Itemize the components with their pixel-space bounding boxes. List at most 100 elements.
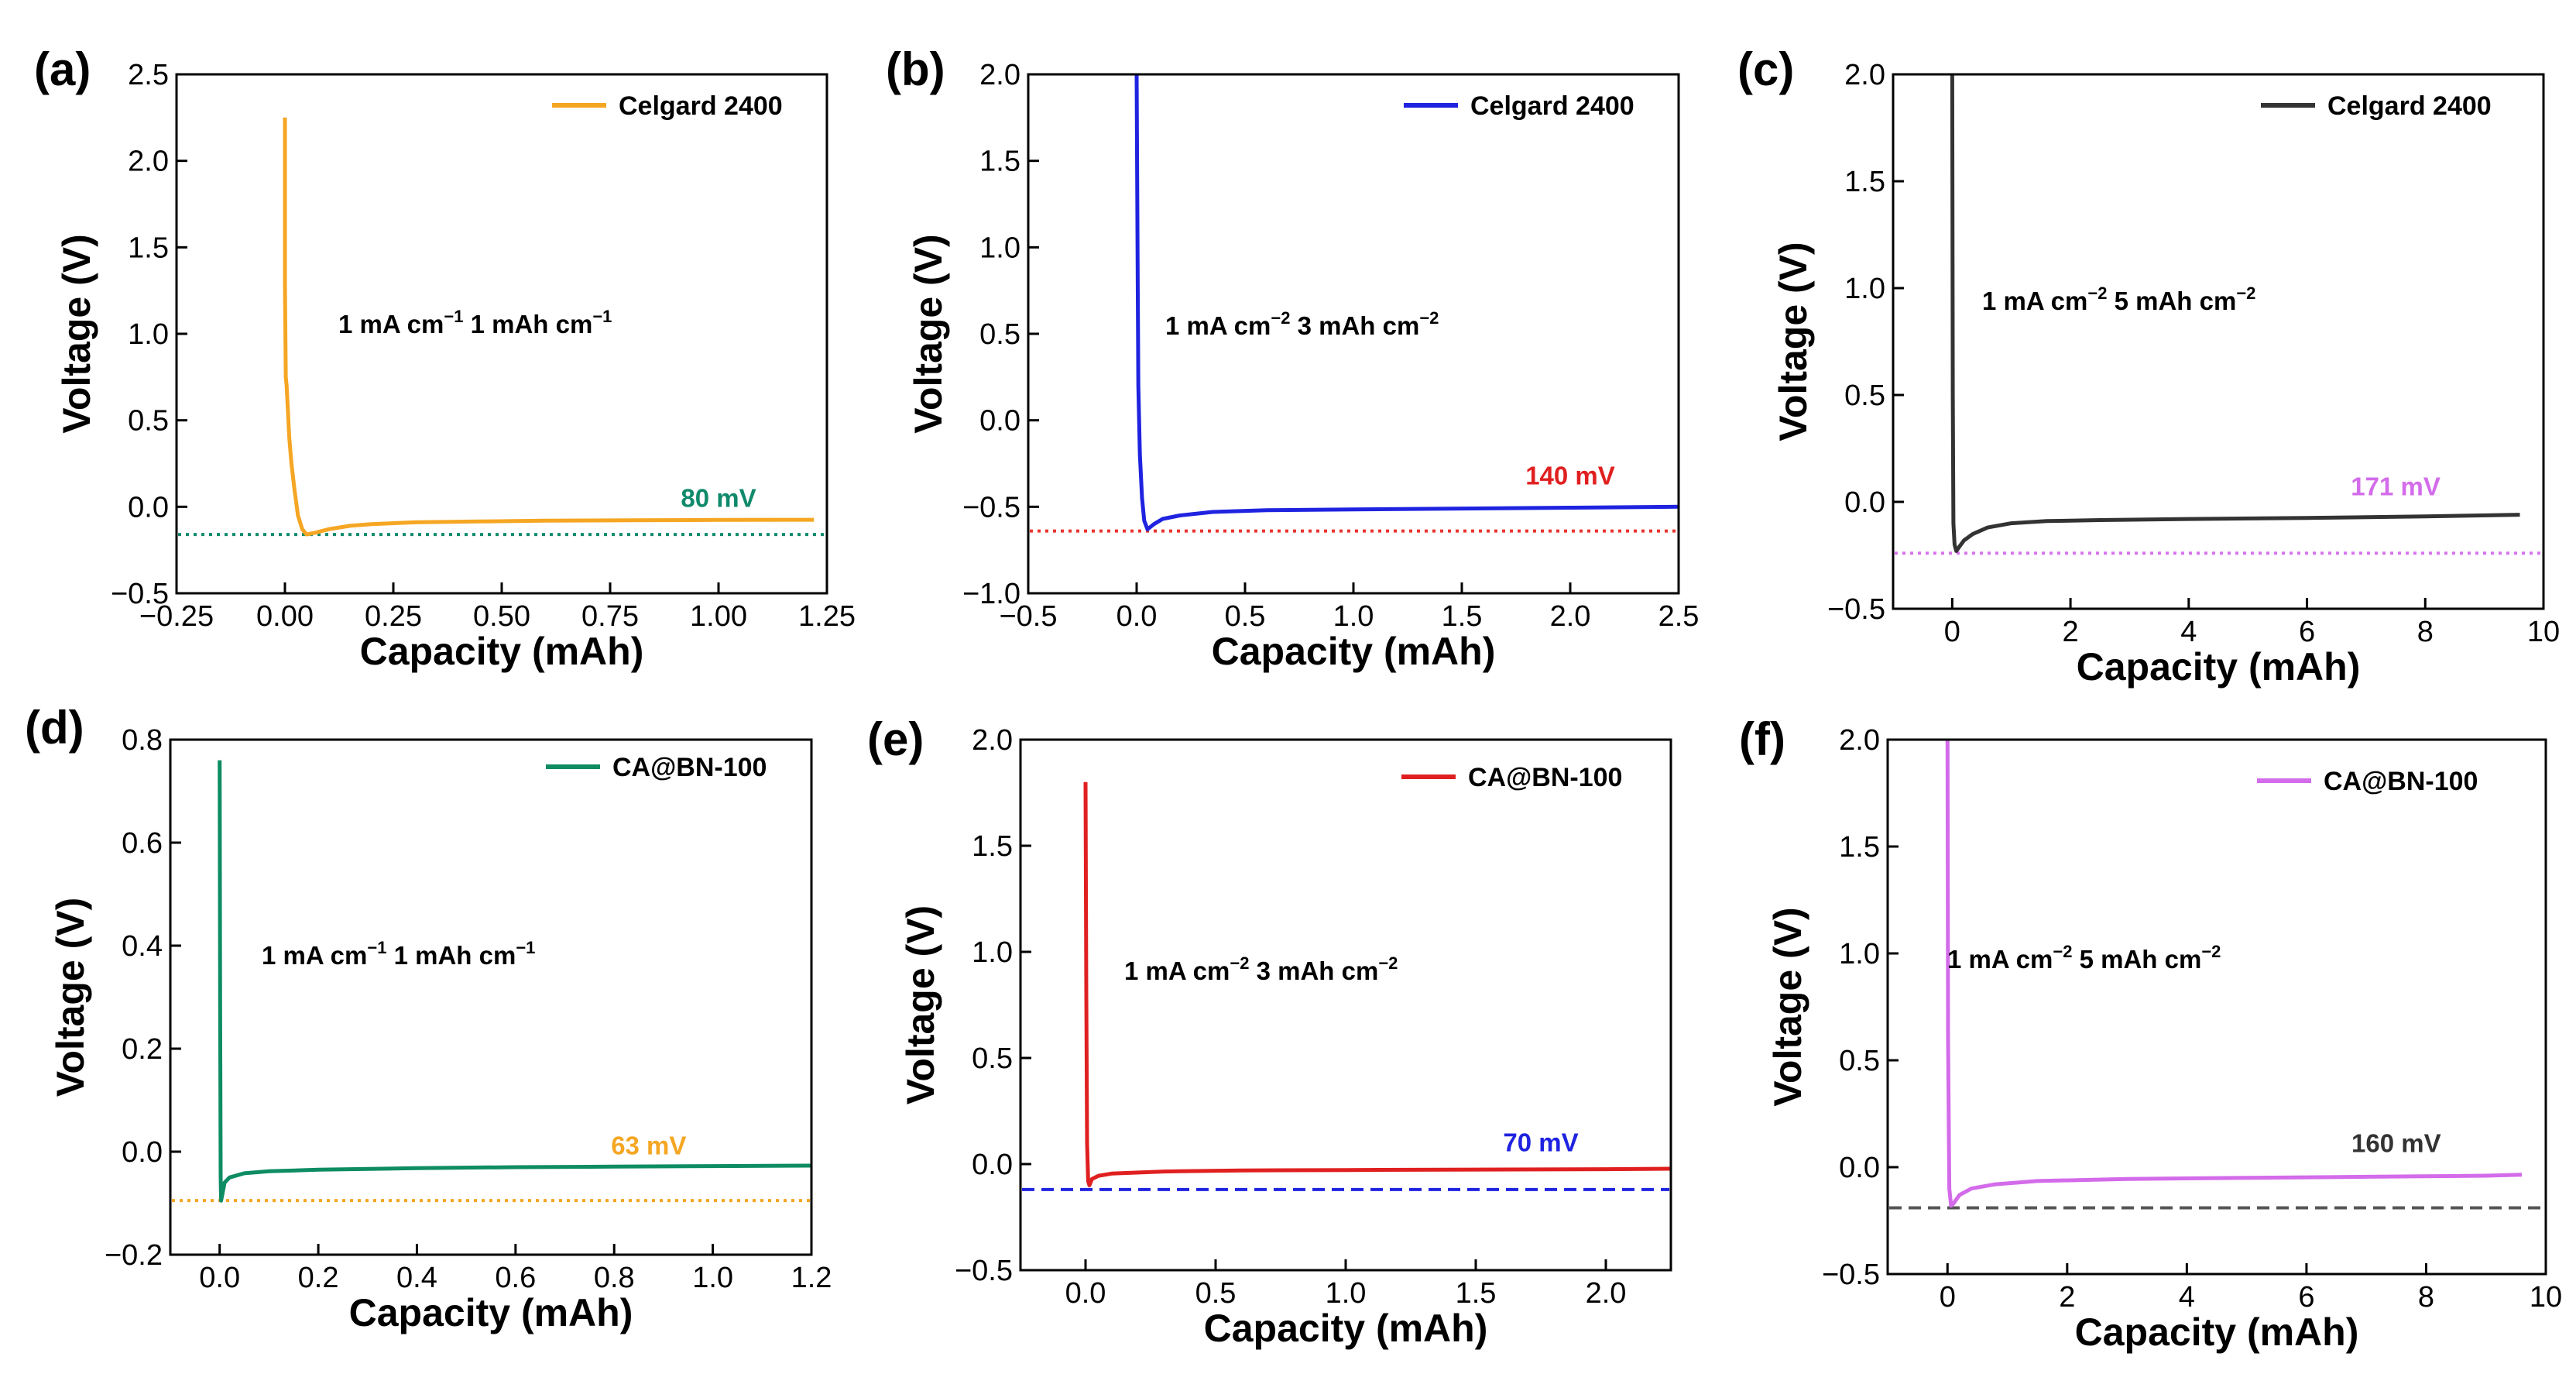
legend-label: CA@BN-100	[1468, 763, 1622, 792]
x-tick-label: 8	[2418, 1281, 2434, 1314]
condition-text: 1 mAh cm	[394, 941, 516, 970]
condition-exponent: −2	[1230, 953, 1249, 973]
y-tick-label: 2.0	[1844, 59, 1885, 91]
y-tick-label: 1.5	[1844, 166, 1885, 198]
y-axis-title: Voltage (V)	[899, 905, 942, 1104]
overpotential-label: 140 mV	[1525, 461, 1615, 489]
condition-text: 3 mAh cm	[1298, 311, 1420, 340]
y-tick-label: 2.0	[979, 59, 1020, 91]
condition-text: 1 mA cm	[338, 310, 444, 338]
condition-exponent: −2	[1378, 953, 1398, 973]
x-tick-label: 1.0	[1326, 1277, 1367, 1310]
panel-b: (b)−0.5 0.0 0.5 1.0 1.5 2.0 2.5−1.0−0.50.00.51…	[886, 43, 1699, 673]
x-tick-label: 4	[2180, 616, 2197, 648]
legend-label: Celgard 2400	[1470, 91, 1634, 121]
x-tick-label: 1.5	[1442, 600, 1483, 633]
y-tick-label: 0.0	[979, 405, 1020, 438]
y-tick-label: 1.0	[979, 232, 1020, 264]
overpotential-label: 63 mV	[611, 1131, 686, 1159]
overpotential-label: 80 mV	[681, 483, 756, 512]
y-tick-label: 0.5	[128, 405, 169, 438]
x-axis-title: Capacity (mAh)	[2075, 1310, 2359, 1354]
panel-letter: (b)	[886, 43, 945, 95]
x-axis-title: Capacity (mAh)	[1204, 1307, 1488, 1350]
plot-frame	[1886, 738, 2547, 1276]
x-tick-label: 6	[2299, 616, 2315, 648]
x-tick-label: 6	[2298, 1281, 2314, 1314]
x-tick-label: 0.0	[1116, 600, 1158, 633]
overpotential-label: 160 mV	[2351, 1129, 2441, 1158]
panel-f: (f) 0 2 4 6 8 10 −0.5 0.0 0.5 1.0 1.5 2.0 Capacity (m…	[1739, 713, 2562, 1354]
y-tick-label: 0.6	[122, 827, 163, 860]
x-tick-label: 0.5	[1195, 1277, 1237, 1310]
x-tick-label: 2.0	[1586, 1277, 1627, 1310]
y-tick-label: 1.0	[1844, 273, 1885, 305]
panel-d: (d) 0.0 0.2 0.4 0.6 0.8 1.0 1.2 −0.2 0.0 0.2 0.4 0.6…	[25, 702, 832, 1334]
x-tick-label: 0.5	[1225, 600, 1266, 633]
y-tick-label: 0.4	[122, 930, 163, 963]
y-tick-label: 0.8	[122, 724, 163, 757]
panel-letter: (d)	[25, 702, 84, 754]
condition-exponent: −1	[516, 938, 535, 957]
x-tick-label: 0	[1940, 1281, 1956, 1314]
condition-annotation: 1 mA cm−2 5 mAh cm−2	[1982, 283, 2255, 315]
x-tick-label: 8	[2417, 616, 2434, 648]
panel-e: (e) 0.0 0.5 1.0 1.5 2.0 −0.5 0.0 0.5 1.0 1.5 2.0 Cap…	[867, 713, 1672, 1350]
y-tick-label: 0.0	[128, 491, 169, 524]
x-axis-title: Capacity (mAh)	[1212, 630, 1496, 673]
y-tick-label: 0.5	[979, 318, 1020, 351]
x-tick-label: 1.0	[692, 1262, 733, 1294]
y-axis-title: Voltage (V)	[55, 234, 98, 433]
overpotential-label: 171 mV	[2351, 472, 2441, 501]
y-tick-label: −0.2	[105, 1239, 163, 1272]
y-tick-label: 1.0	[972, 936, 1013, 969]
panel-letter: (f)	[1739, 713, 1785, 765]
x-tick-label: 0.4	[396, 1262, 437, 1294]
condition-text: 1 mAh cm	[471, 310, 593, 338]
y-tick-label: 1.0	[1839, 938, 1880, 970]
series-line	[1134, 74, 1679, 531]
x-tick-label: 1.5	[1456, 1277, 1497, 1310]
y-axis-title: Voltage (V)	[1766, 907, 1809, 1106]
y-tick-label: 2.0	[1839, 724, 1880, 757]
y-tick-label: −0.5	[955, 1255, 1013, 1287]
x-axis-title: Capacity (mAh)	[2077, 645, 2361, 689]
overpotential-label: 70 mV	[1503, 1128, 1578, 1157]
y-tick-label: 0.5	[972, 1042, 1013, 1075]
x-tick-label: 1.00	[690, 600, 747, 633]
condition-text: 1 mA cm	[1947, 945, 2053, 974]
x-tick-label: 0	[1944, 616, 1960, 648]
x-tick-label: 2	[2063, 616, 2079, 648]
y-tick-label: 0.0	[1839, 1152, 1880, 1184]
legend-label: Celgard 2400	[2327, 91, 2492, 121]
condition-annotation: 1 mA cm−1 1 mAh cm−1	[338, 307, 612, 338]
y-tick-label: −0.5	[1827, 593, 1885, 626]
condition-exponent: −2	[2053, 942, 2072, 961]
x-tick-label: 1.25	[798, 600, 856, 633]
y-tick-label: 1.0	[128, 318, 169, 351]
legend-label: Celgard 2400	[619, 91, 783, 121]
x-tick-label: −0.5	[999, 600, 1057, 633]
condition-exponent: −1	[592, 307, 612, 326]
y-tick-label: 1.5	[979, 146, 1020, 178]
condition-text: 1 mA cm	[1165, 311, 1271, 340]
condition-text: 1 mA cm	[262, 941, 367, 970]
plot-frame	[169, 738, 813, 1256]
x-tick-label: 2.0	[1550, 600, 1591, 633]
x-tick-label: 0.6	[495, 1262, 536, 1294]
y-tick-label: 0.2	[122, 1033, 163, 1066]
condition-exponent: −2	[2236, 283, 2255, 303]
condition-annotation: 1 mA cm−2 3 mAh cm−2	[1165, 308, 1439, 340]
y-tick-label: 1.5	[128, 232, 169, 264]
series-line	[1950, 74, 2520, 553]
x-tick-label: 0.0	[199, 1262, 240, 1294]
x-axis-title: Capacity (mAh)	[360, 630, 644, 673]
x-tick-label: 0.00	[256, 600, 314, 633]
y-tick-label: −0.5	[111, 578, 169, 610]
condition-text: 5 mAh cm	[2115, 287, 2237, 315]
condition-annotation: 1 mA cm−2 3 mAh cm−2	[1124, 953, 1398, 985]
condition-text: 5 mAh cm	[2080, 945, 2202, 974]
y-tick-label: 0.5	[1844, 380, 1885, 412]
y-tick-label: 0.5	[1839, 1045, 1880, 1077]
condition-text: 1 mA cm	[1124, 957, 1230, 985]
